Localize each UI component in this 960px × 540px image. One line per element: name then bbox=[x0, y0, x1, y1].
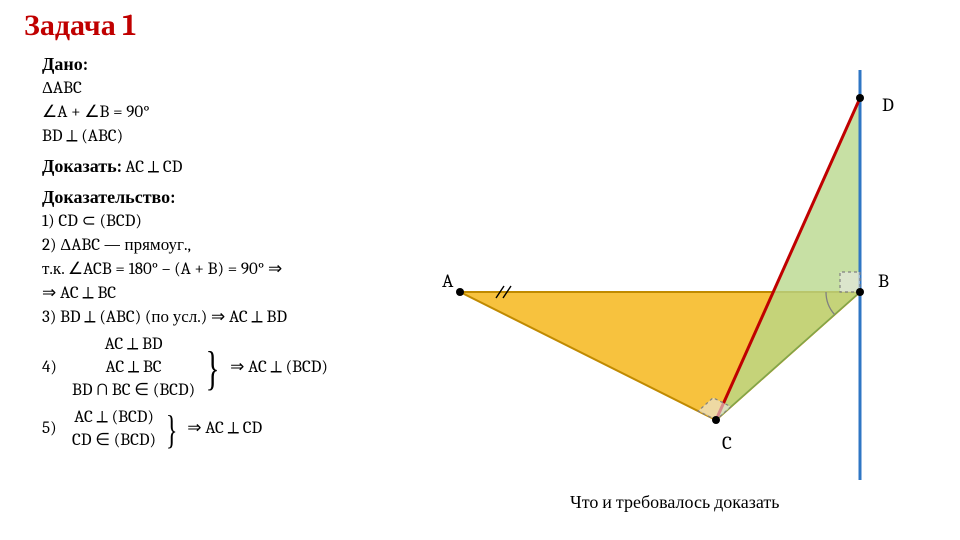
step5-line: AC ⟂ (BCD) bbox=[74, 407, 154, 430]
proof-step: 1) CD ⊂ (BCD) bbox=[42, 211, 422, 234]
prove-heading: Доказать: bbox=[42, 156, 122, 177]
title-text: Задача 1 bbox=[24, 8, 136, 43]
geometry-figure: A B C D bbox=[430, 60, 930, 490]
curly-brace-icon: } bbox=[206, 347, 220, 390]
qed-text: Что и требовалось доказать bbox=[570, 492, 779, 513]
prove-text: AC ⟂ CD bbox=[125, 158, 182, 177]
proof-heading: Доказательство: bbox=[42, 186, 422, 210]
proof-step: 3) BD ⟂ (ABC) (по усл.) ⇒ AC ⟂ BD bbox=[42, 307, 422, 330]
proof-column: Дано: ΔABC ∠A + ∠B = 90° BD ⟂ (ABC) Дока… bbox=[42, 52, 422, 453]
step4-line: AC ⟂ BD bbox=[105, 334, 163, 357]
point-label-A: A bbox=[442, 270, 453, 292]
step5-premises: AC ⟂ (BCD) CD ∈ (BCD) bbox=[72, 407, 156, 453]
given-line: ∠A + ∠B = 90° bbox=[42, 102, 422, 125]
given-line: ΔABC bbox=[42, 78, 422, 101]
step4-premises: AC ⟂ BD AC ⟂ BC BD ∩ BC ∈ (BCD) bbox=[72, 334, 195, 403]
proof-step-4: 4) AC ⟂ BD AC ⟂ BC BD ∩ BC ∈ (BCD) } ⇒ A… bbox=[42, 334, 422, 403]
step4-result: ⇒ AC ⟂ (BCD) bbox=[230, 357, 328, 380]
step4-line: AC ⟂ BC bbox=[105, 357, 161, 380]
given-line: BD ⟂ (ABC) bbox=[42, 126, 422, 149]
step5-result: ⇒ AC ⟂ CD bbox=[187, 418, 262, 441]
proof-step: ⇒ AC ⟂ BC bbox=[42, 283, 422, 306]
step4-num: 4) bbox=[42, 357, 66, 380]
point-label-C: C bbox=[722, 432, 732, 454]
step5-line: CD ∈ (BCD) bbox=[72, 430, 156, 453]
curly-brace-icon: } bbox=[166, 412, 178, 448]
proof-step: т.к. ∠ACB = 180° – (A + B) = 90° ⇒ bbox=[42, 259, 422, 282]
proof-step: 2) ΔABC — прямоуг., bbox=[42, 235, 422, 258]
proof-step-5: 5) AC ⟂ (BCD) CD ∈ (BCD) } ⇒ AC ⟂ CD bbox=[42, 407, 422, 453]
given-heading: Дано: bbox=[42, 53, 422, 77]
figure-svg bbox=[430, 60, 930, 490]
step5-num: 5) bbox=[42, 418, 66, 441]
problem-title: Задача 1 bbox=[24, 8, 136, 43]
step4-line: BD ∩ BC ∈ (BCD) bbox=[72, 380, 195, 403]
point-label-B: B bbox=[878, 270, 889, 292]
point-label-D: D bbox=[882, 94, 894, 116]
